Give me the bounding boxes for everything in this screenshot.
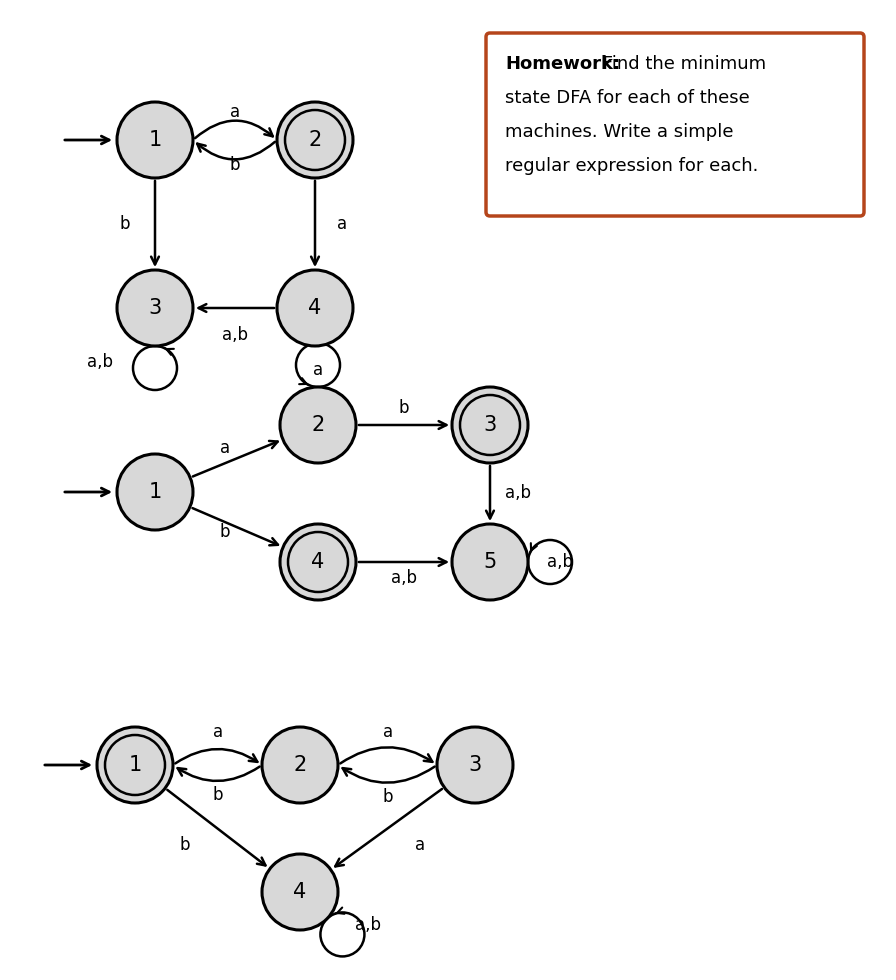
Circle shape <box>262 727 338 803</box>
Text: a,b: a,b <box>391 569 417 587</box>
Text: 1: 1 <box>149 130 161 150</box>
Text: a: a <box>383 723 393 741</box>
Text: a: a <box>213 723 223 741</box>
Text: a: a <box>415 836 425 854</box>
Text: b: b <box>180 836 190 854</box>
Circle shape <box>117 270 193 346</box>
Text: b: b <box>220 523 230 541</box>
Circle shape <box>452 524 528 600</box>
Circle shape <box>117 102 193 178</box>
Circle shape <box>117 454 193 530</box>
Text: 4: 4 <box>312 552 324 572</box>
Text: 5: 5 <box>483 552 496 572</box>
FancyBboxPatch shape <box>486 33 864 216</box>
Text: 2: 2 <box>308 130 322 150</box>
Circle shape <box>437 727 513 803</box>
Text: 4: 4 <box>293 882 306 902</box>
Text: state DFA for each of these: state DFA for each of these <box>505 89 750 107</box>
Circle shape <box>97 727 173 803</box>
Text: regular expression for each.: regular expression for each. <box>505 157 758 175</box>
Circle shape <box>452 387 528 463</box>
Text: 2: 2 <box>312 415 324 435</box>
Text: b: b <box>399 399 409 417</box>
Text: a: a <box>220 439 230 457</box>
Circle shape <box>280 524 356 600</box>
Text: 3: 3 <box>469 755 482 775</box>
Text: machines. Write a simple: machines. Write a simple <box>505 123 734 141</box>
Text: b: b <box>229 156 240 174</box>
Text: a: a <box>313 361 323 379</box>
Text: b: b <box>120 215 130 233</box>
Text: Homework:: Homework: <box>505 55 620 73</box>
Circle shape <box>277 102 353 178</box>
Text: a,b: a,b <box>505 484 531 502</box>
Text: Find the minimum: Find the minimum <box>597 55 766 73</box>
Circle shape <box>280 387 356 463</box>
Text: a: a <box>230 103 240 121</box>
Text: a,b: a,b <box>547 553 573 571</box>
Text: a,b: a,b <box>222 326 248 344</box>
Text: a,b: a,b <box>355 916 381 934</box>
Text: 3: 3 <box>149 298 161 318</box>
Text: 2: 2 <box>293 755 306 775</box>
Text: a,b: a,b <box>87 353 113 371</box>
Text: b: b <box>212 786 223 804</box>
Text: 4: 4 <box>308 298 322 318</box>
Text: 1: 1 <box>128 755 142 775</box>
Text: b: b <box>383 788 393 806</box>
Text: 3: 3 <box>483 415 496 435</box>
Circle shape <box>262 854 338 930</box>
Circle shape <box>277 270 353 346</box>
Text: a: a <box>337 215 347 233</box>
Text: 1: 1 <box>149 482 161 502</box>
